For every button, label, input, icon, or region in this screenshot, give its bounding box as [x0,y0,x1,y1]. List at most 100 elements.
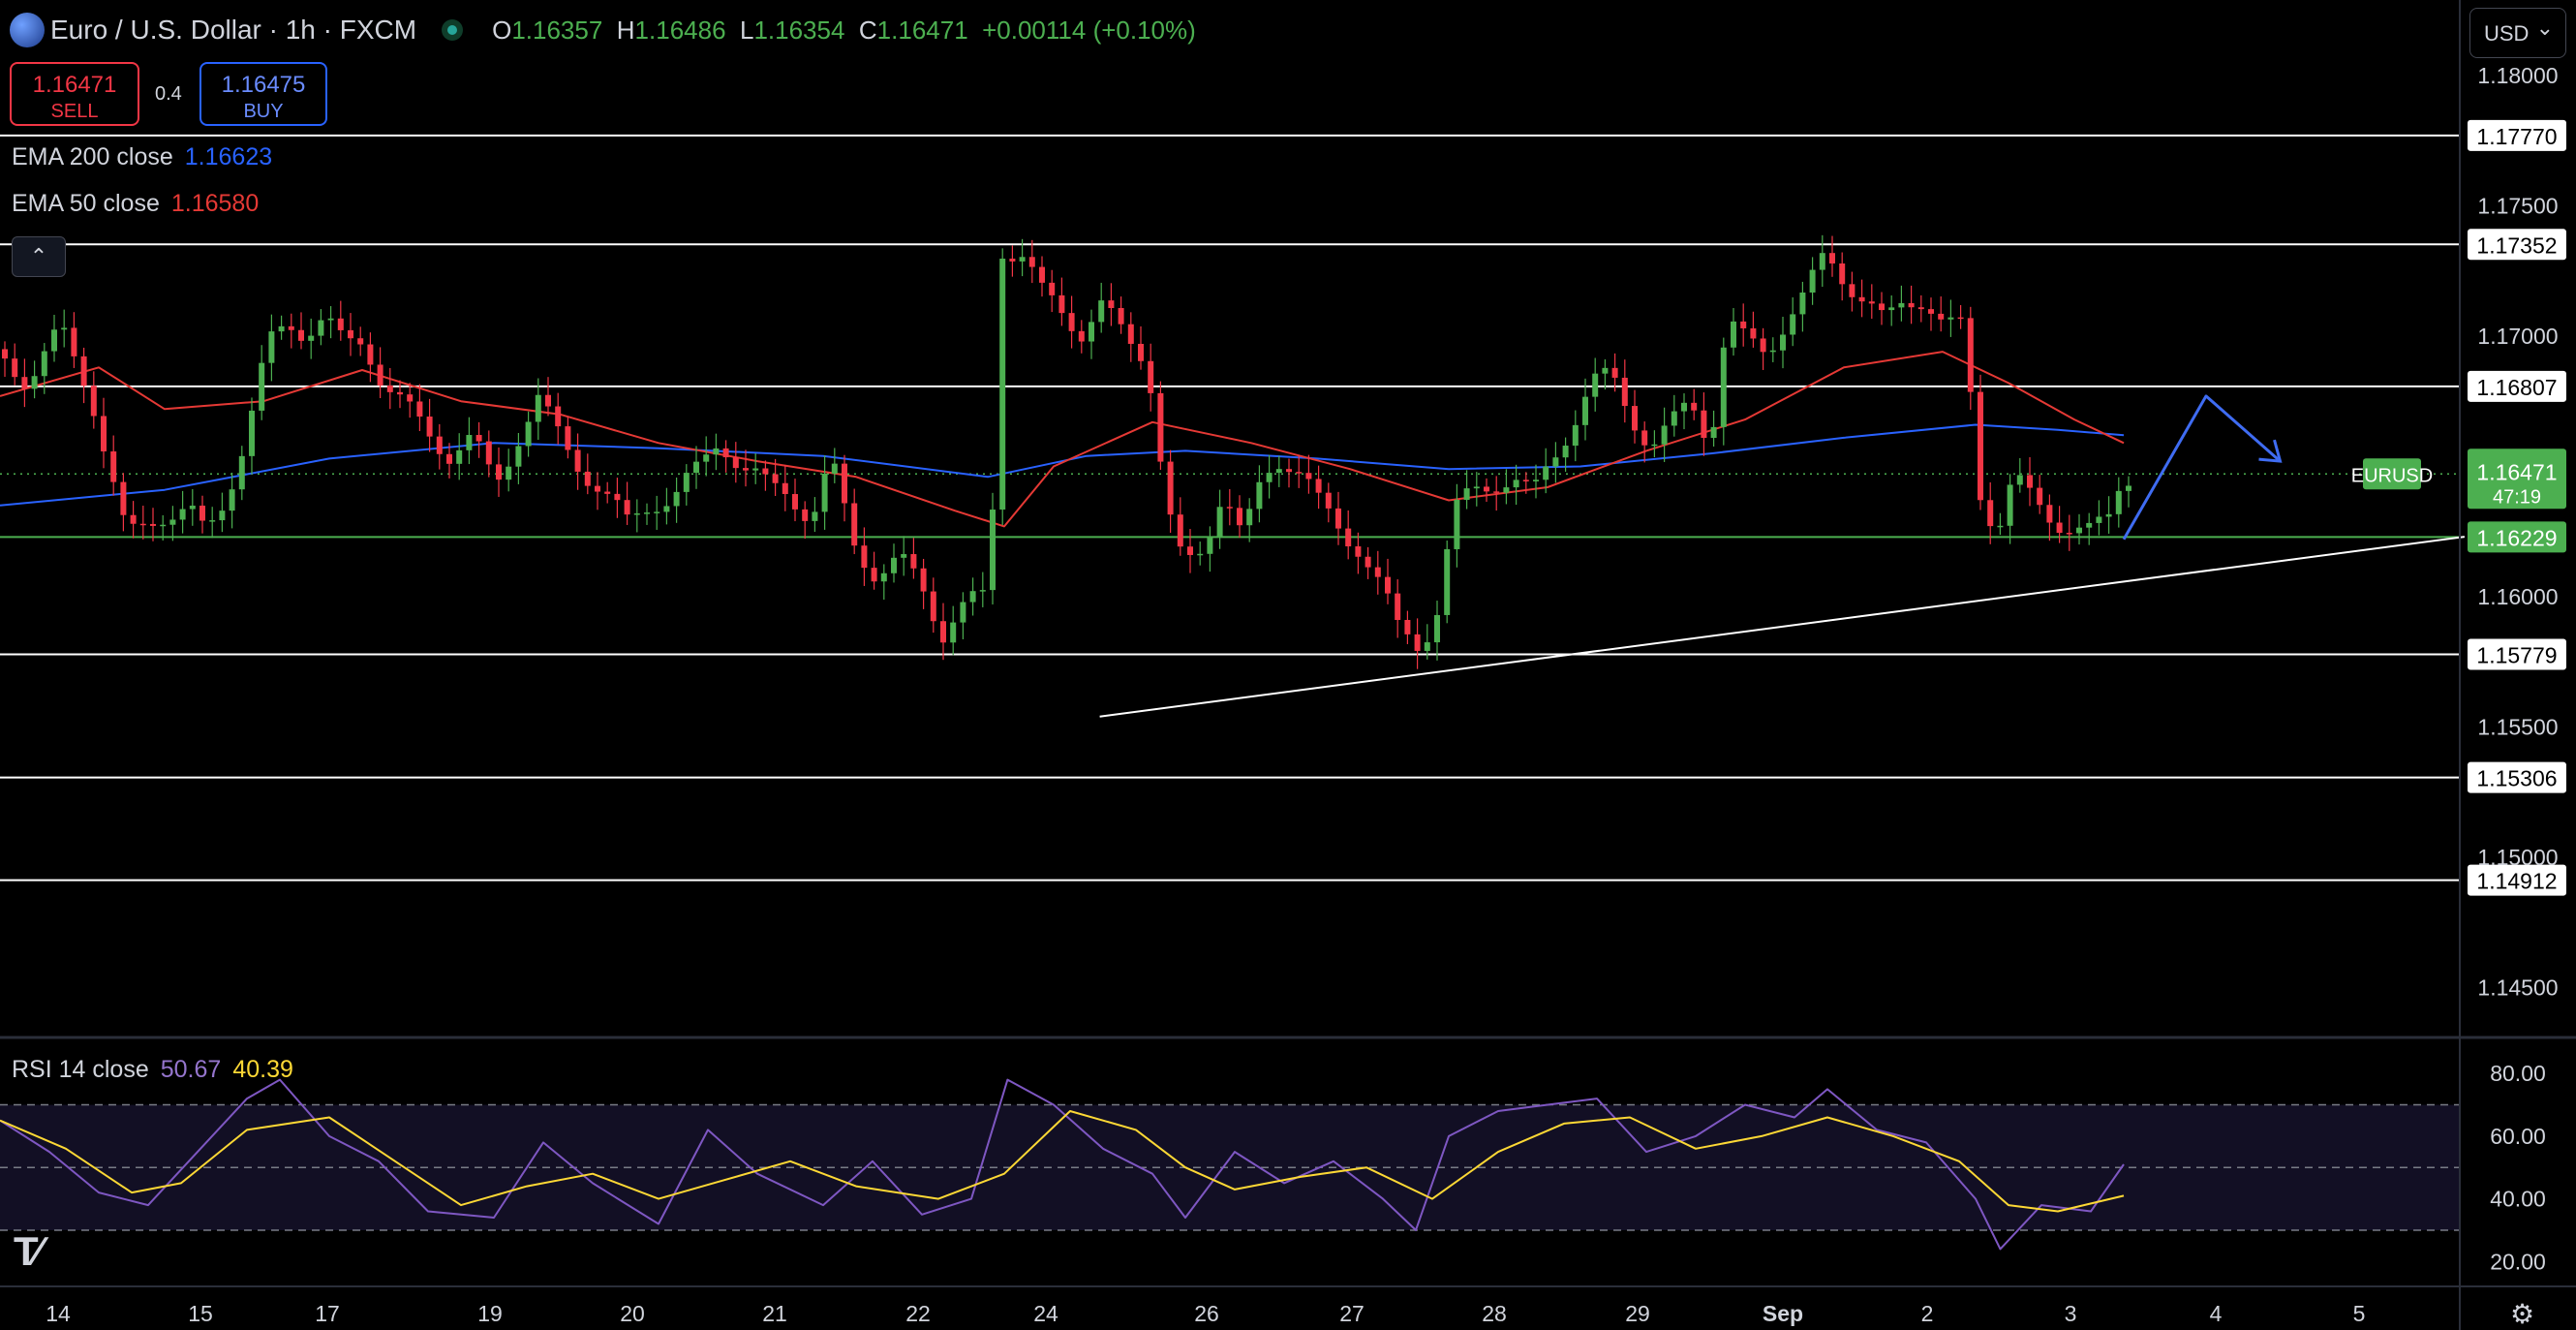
candle-body [1533,479,1539,481]
candle-body [21,377,28,389]
candle-body [673,491,680,507]
candle-body [209,520,216,522]
time-tick-label: 5 [2353,1301,2366,1326]
candle-body [1167,461,1174,515]
candle-body [1780,334,1786,351]
projection-arrowhead [2258,439,2283,463]
time-tick-label: 22 [905,1301,931,1326]
buy-label: BUY [243,101,284,122]
candle-body [614,493,621,501]
chevron-up-icon[interactable]: ⌃ [12,236,66,277]
tradingview-logo-icon[interactable]: T⁄ [14,1228,42,1274]
candle-body [1750,327,1757,339]
candle-body [1621,377,1628,407]
candle-body [1049,282,1056,295]
candle-body [772,474,779,483]
candle-body [1127,324,1134,344]
candle-body [2076,527,2082,534]
candle-body [1898,302,1905,308]
candle-body [812,511,818,521]
candle-body [2037,487,2043,506]
candle-body [2046,505,2053,523]
sell-button[interactable]: 1.16471 SELL [10,62,139,126]
candle-body [1651,444,1658,447]
candle-body [12,358,18,378]
candle-body [2,349,8,359]
candle-body [1602,367,1609,374]
currency-value: USD [2484,21,2530,46]
candle-body [1917,307,1924,310]
candle-body [436,436,443,454]
candle-body [288,325,294,330]
candle-body [327,318,334,321]
candle-body [249,410,255,456]
candle-body [1028,257,1035,267]
candle-body [1888,307,1895,311]
candle-body [1543,466,1549,480]
legend-ema200[interactable]: EMA 200 close 1.16623 [12,143,272,171]
candle-body [1928,309,1934,314]
candle-body [1473,486,1480,489]
candle-body [1760,338,1766,353]
level-label-box [2468,229,2566,261]
candle-body [2126,485,2131,491]
candle-body [624,500,630,515]
candle-body [910,554,917,569]
candle-body [1552,457,1559,467]
level-label: 1.15779 [2476,642,2557,667]
candle-body [41,351,47,377]
candle-body [1592,373,1599,397]
currency-select[interactable]: USD [2469,3,2566,58]
candle-body [920,568,927,592]
rsi-value: 50.67 [160,1056,222,1083]
candle-body [219,510,226,521]
open-label: O [492,15,512,45]
candle-body [851,503,858,546]
candle-body [1395,593,1401,620]
level-label-box [2468,370,2566,402]
level-label: 1.16229 [2476,525,2557,550]
candle-body [1454,500,1460,549]
time-tick-label: 14 [46,1301,71,1326]
sell-price: 1.16471 [32,72,117,98]
candle-body [2016,475,2023,485]
candle-body [130,514,137,524]
candle-body [1404,619,1411,634]
legend-rsi[interactable]: RSI 14 close 50.67 40.39 [12,1056,293,1084]
candle-body [654,511,660,513]
candle-body [2066,533,2072,535]
candle-body [1256,481,1263,510]
rsi-tick-label: 20.00 [2490,1249,2546,1274]
candle-body [595,485,600,492]
price-tick-label: 1.14500 [2477,975,2558,1001]
ema50-line [0,351,2125,528]
candle-body [565,426,571,450]
drawings [1099,394,2466,718]
candle-body [1641,430,1648,446]
candle-body [1691,402,1698,411]
symbol-title[interactable]: Euro / U.S. Dollar · 1h · FXCM [50,15,417,45]
trendline [1099,536,2466,718]
candle-body [842,463,847,504]
candle-body [762,468,769,475]
candle-body [1701,410,1707,439]
candle-body [1187,546,1193,555]
candle-body [1197,553,1204,556]
candle-body [792,494,798,510]
rsi-pane [0,1078,2460,1251]
candle-body [71,327,77,356]
legend-ema50[interactable]: EMA 50 close 1.16580 [12,190,259,218]
candle-body [61,327,68,330]
candle-body [1058,294,1065,314]
level-label-box [2468,864,2566,896]
level-label-box [2468,521,2566,553]
candle-body [555,406,562,427]
settings-gear-icon[interactable]: ⚙ [2510,1299,2535,1329]
buy-button[interactable]: 1.16475 BUY [199,62,327,126]
candle-body [1947,317,1954,320]
candle-body [891,557,897,573]
time-tick-label: 28 [1482,1301,1507,1326]
market-status-icon[interactable] [442,19,464,41]
candle-body [713,448,720,455]
